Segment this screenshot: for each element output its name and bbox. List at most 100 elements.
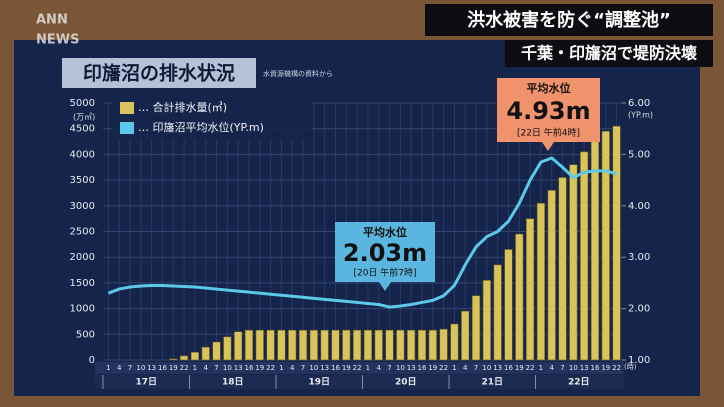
annotation-pointer (379, 282, 391, 291)
x-tick-label: 16 (331, 364, 340, 372)
day-label: 17日 (135, 377, 157, 388)
x-tick-label: 19 (515, 364, 524, 372)
subhead: 千葉・印旛沼で堤防決壊 (521, 44, 698, 63)
x-tick-label: 10 (223, 364, 232, 372)
y-tick-label: 1000 (70, 304, 95, 315)
y2-unit: (YP.m) (628, 111, 653, 120)
annotation-value: 2.03m (343, 239, 427, 267)
bar (612, 125, 621, 361)
y2-tick-label: 3.00 (628, 252, 650, 263)
legend-swatch (120, 102, 134, 114)
x-tick-label: 19 (428, 364, 437, 372)
x-tick-label: 16 (158, 364, 167, 372)
bar (363, 329, 372, 361)
x-tick-label: 13 (407, 364, 416, 372)
legend-label: … 合計排水量(㎥) (138, 100, 227, 114)
annotation-value: 4.93m (506, 97, 590, 125)
x-tick-label: 4 (117, 364, 122, 372)
bar (309, 329, 318, 361)
y-tick-label: 500 (76, 329, 95, 340)
annotation-box (497, 78, 600, 142)
day-label: 21日 (481, 377, 503, 388)
bar (428, 329, 437, 361)
logo: ANN (36, 13, 68, 28)
annotation-label: 平均水位 (363, 225, 407, 239)
bar (244, 329, 254, 361)
bar (471, 295, 481, 361)
x-tick-label: 13 (234, 364, 243, 372)
day-label: 22日 (568, 377, 590, 388)
x-tick-label: 10 (309, 364, 318, 372)
bar (396, 329, 405, 361)
bar (255, 329, 264, 361)
bar (385, 329, 394, 361)
source: 水資源機構の資料から (263, 69, 333, 78)
bar (223, 336, 232, 361)
x-tick-label: 16 (418, 364, 427, 372)
y-tick-label: 3000 (70, 201, 95, 212)
legend-box (112, 96, 312, 140)
x-tick-label: 7 (560, 364, 564, 372)
legend-swatch (120, 122, 134, 134)
bar (277, 329, 286, 361)
x-tick-label: 16 (245, 364, 254, 372)
subhead-box (505, 40, 713, 67)
bar (331, 329, 340, 361)
day-label: 19日 (308, 377, 330, 388)
bar (461, 310, 470, 361)
bar (342, 329, 351, 361)
y2-tick-label: 5.00 (628, 149, 650, 160)
x-tick-label: 4 (290, 364, 295, 372)
y-tick-label: 3500 (70, 175, 95, 186)
bar (526, 218, 535, 361)
bar (353, 329, 362, 361)
x-tick-label: 7 (474, 364, 478, 372)
x-tick-label: 10 (482, 364, 491, 372)
y-tick-label: 0 (89, 355, 95, 366)
bar (569, 164, 578, 361)
x-tick-label: 22 (180, 364, 189, 372)
x-tick-label: 19 (169, 364, 178, 372)
y-unit: (万㎥) (73, 113, 95, 122)
annotation-box (335, 222, 435, 282)
headline-box (425, 4, 713, 36)
bar (493, 264, 502, 361)
bar (288, 329, 297, 361)
x-tick-label: 4 (463, 364, 468, 372)
x-tick-label: 22 (353, 364, 362, 372)
hour-row (95, 362, 624, 374)
headline: 洪水被害を防ぐ“調整池” (467, 9, 671, 31)
x-tick-label: 13 (320, 364, 329, 372)
bar (266, 329, 275, 361)
bar (201, 346, 210, 361)
bar (417, 329, 427, 361)
x-tick-label: 1 (193, 364, 197, 372)
x-tick-label: 13 (147, 364, 156, 372)
title-box (62, 58, 256, 88)
x-tick-label: 1 (366, 364, 370, 372)
y-tick-label: 2500 (70, 227, 95, 238)
day-label: 18日 (222, 377, 244, 388)
bar (439, 328, 448, 361)
x-tick-label: 16 (504, 364, 513, 372)
bar (450, 323, 459, 361)
line (107, 156, 618, 309)
y-tick-label: 5000 (70, 98, 95, 109)
x-tick-label: 1 (539, 364, 543, 372)
x-tick-label: 7 (387, 364, 391, 372)
bar (320, 329, 329, 361)
x-tick-label: 22 (612, 364, 621, 372)
bar (234, 331, 243, 361)
y-tick-label: 4500 (70, 124, 95, 135)
y-tick-label: 2000 (70, 252, 95, 263)
x-tick-label: 1 (452, 364, 456, 372)
x-tick-label: 7 (214, 364, 218, 372)
annotation-pointer (542, 142, 554, 151)
x-tick-label: 13 (493, 364, 502, 372)
y-tick-label: 4000 (70, 149, 95, 160)
x-tick-label: 7 (128, 364, 132, 372)
x-tick-label: 1 (106, 364, 110, 372)
x-tick-label: 10 (396, 364, 405, 372)
x-unit: (時) (624, 363, 637, 371)
